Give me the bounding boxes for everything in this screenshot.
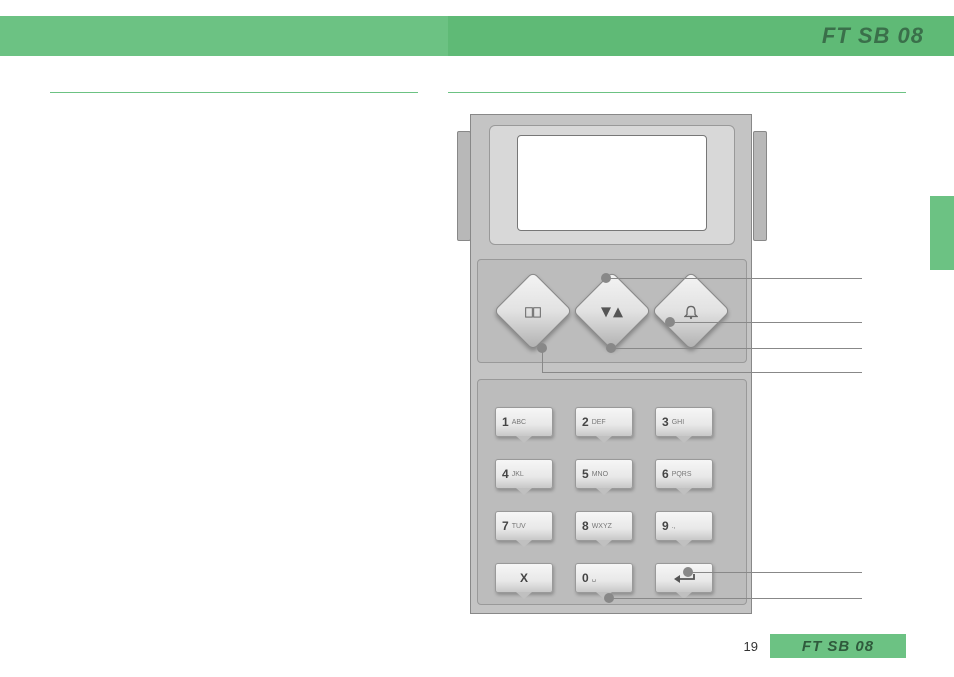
callout-line [609, 598, 862, 599]
book-icon [525, 306, 541, 318]
key-sublabel: WXYZ [592, 523, 612, 530]
header-band-right: FT SB 08 [448, 16, 954, 56]
key-sublabel: PQRS [672, 471, 692, 478]
key-label: 7 [502, 519, 509, 533]
key-3[interactable]: 3GHI [655, 407, 713, 437]
up-down-icon [601, 305, 623, 319]
side-tab [930, 196, 954, 270]
key-sublabel: ABC [512, 419, 526, 426]
key-label: 9 [662, 519, 669, 533]
callout-line [606, 278, 862, 279]
page-title: FT SB 08 [822, 23, 924, 49]
rule-left [50, 92, 418, 93]
callout-line [688, 572, 862, 573]
key-0[interactable]: 0␣ [575, 563, 633, 593]
key-label: 4 [502, 467, 509, 481]
key-sublabel: DEF [592, 419, 606, 426]
key-label: 3 [662, 415, 669, 429]
key-label: 1 [502, 415, 509, 429]
footer-label: FT SB 08 [802, 638, 874, 655]
key-sublabel: JKL [512, 471, 524, 478]
key-2[interactable]: 2DEF [575, 407, 633, 437]
key-sublabel: GHI [672, 419, 684, 426]
key-8[interactable]: 8WXYZ [575, 511, 633, 541]
callout-line [542, 348, 543, 372]
rule-right [448, 92, 906, 93]
key-label: 0 [582, 571, 589, 585]
device-body: 1ABC2DEF3GHI4JKL5MNO6PQRS7TUV8WXYZ9.,X0␣ [470, 114, 752, 614]
key-label: 2 [582, 415, 589, 429]
callout-line [542, 372, 862, 373]
key-cancel[interactable]: X [495, 563, 553, 593]
key-label: 6 [662, 467, 669, 481]
key-4[interactable]: 4JKL [495, 459, 553, 489]
key-sublabel: MNO [592, 471, 608, 478]
key-label: 5 [582, 467, 589, 481]
key-6[interactable]: 6PQRS [655, 459, 713, 489]
key-9[interactable]: 9., [655, 511, 713, 541]
key-label: X [520, 571, 528, 585]
key-sublabel: ., [672, 523, 676, 530]
bell-icon [684, 305, 698, 319]
device-tab-right [753, 131, 767, 241]
device-tab-left [457, 131, 471, 241]
callout-line [611, 348, 862, 349]
key-5[interactable]: 5MNO [575, 459, 633, 489]
footer-band: 19 FT SB 08 [0, 634, 954, 658]
key-7[interactable]: 7TUV [495, 511, 553, 541]
page-number: 19 [0, 639, 770, 654]
callout-line [670, 322, 862, 323]
header-band-left [0, 16, 448, 56]
key-1[interactable]: 1ABC [495, 407, 553, 437]
key-sublabel: TUV [512, 523, 526, 530]
key-sublabel: ␣ [592, 574, 596, 582]
header-band: FT SB 08 [0, 16, 954, 56]
screen [517, 135, 707, 231]
footer-label-block: FT SB 08 [770, 634, 906, 658]
key-label: 8 [582, 519, 589, 533]
